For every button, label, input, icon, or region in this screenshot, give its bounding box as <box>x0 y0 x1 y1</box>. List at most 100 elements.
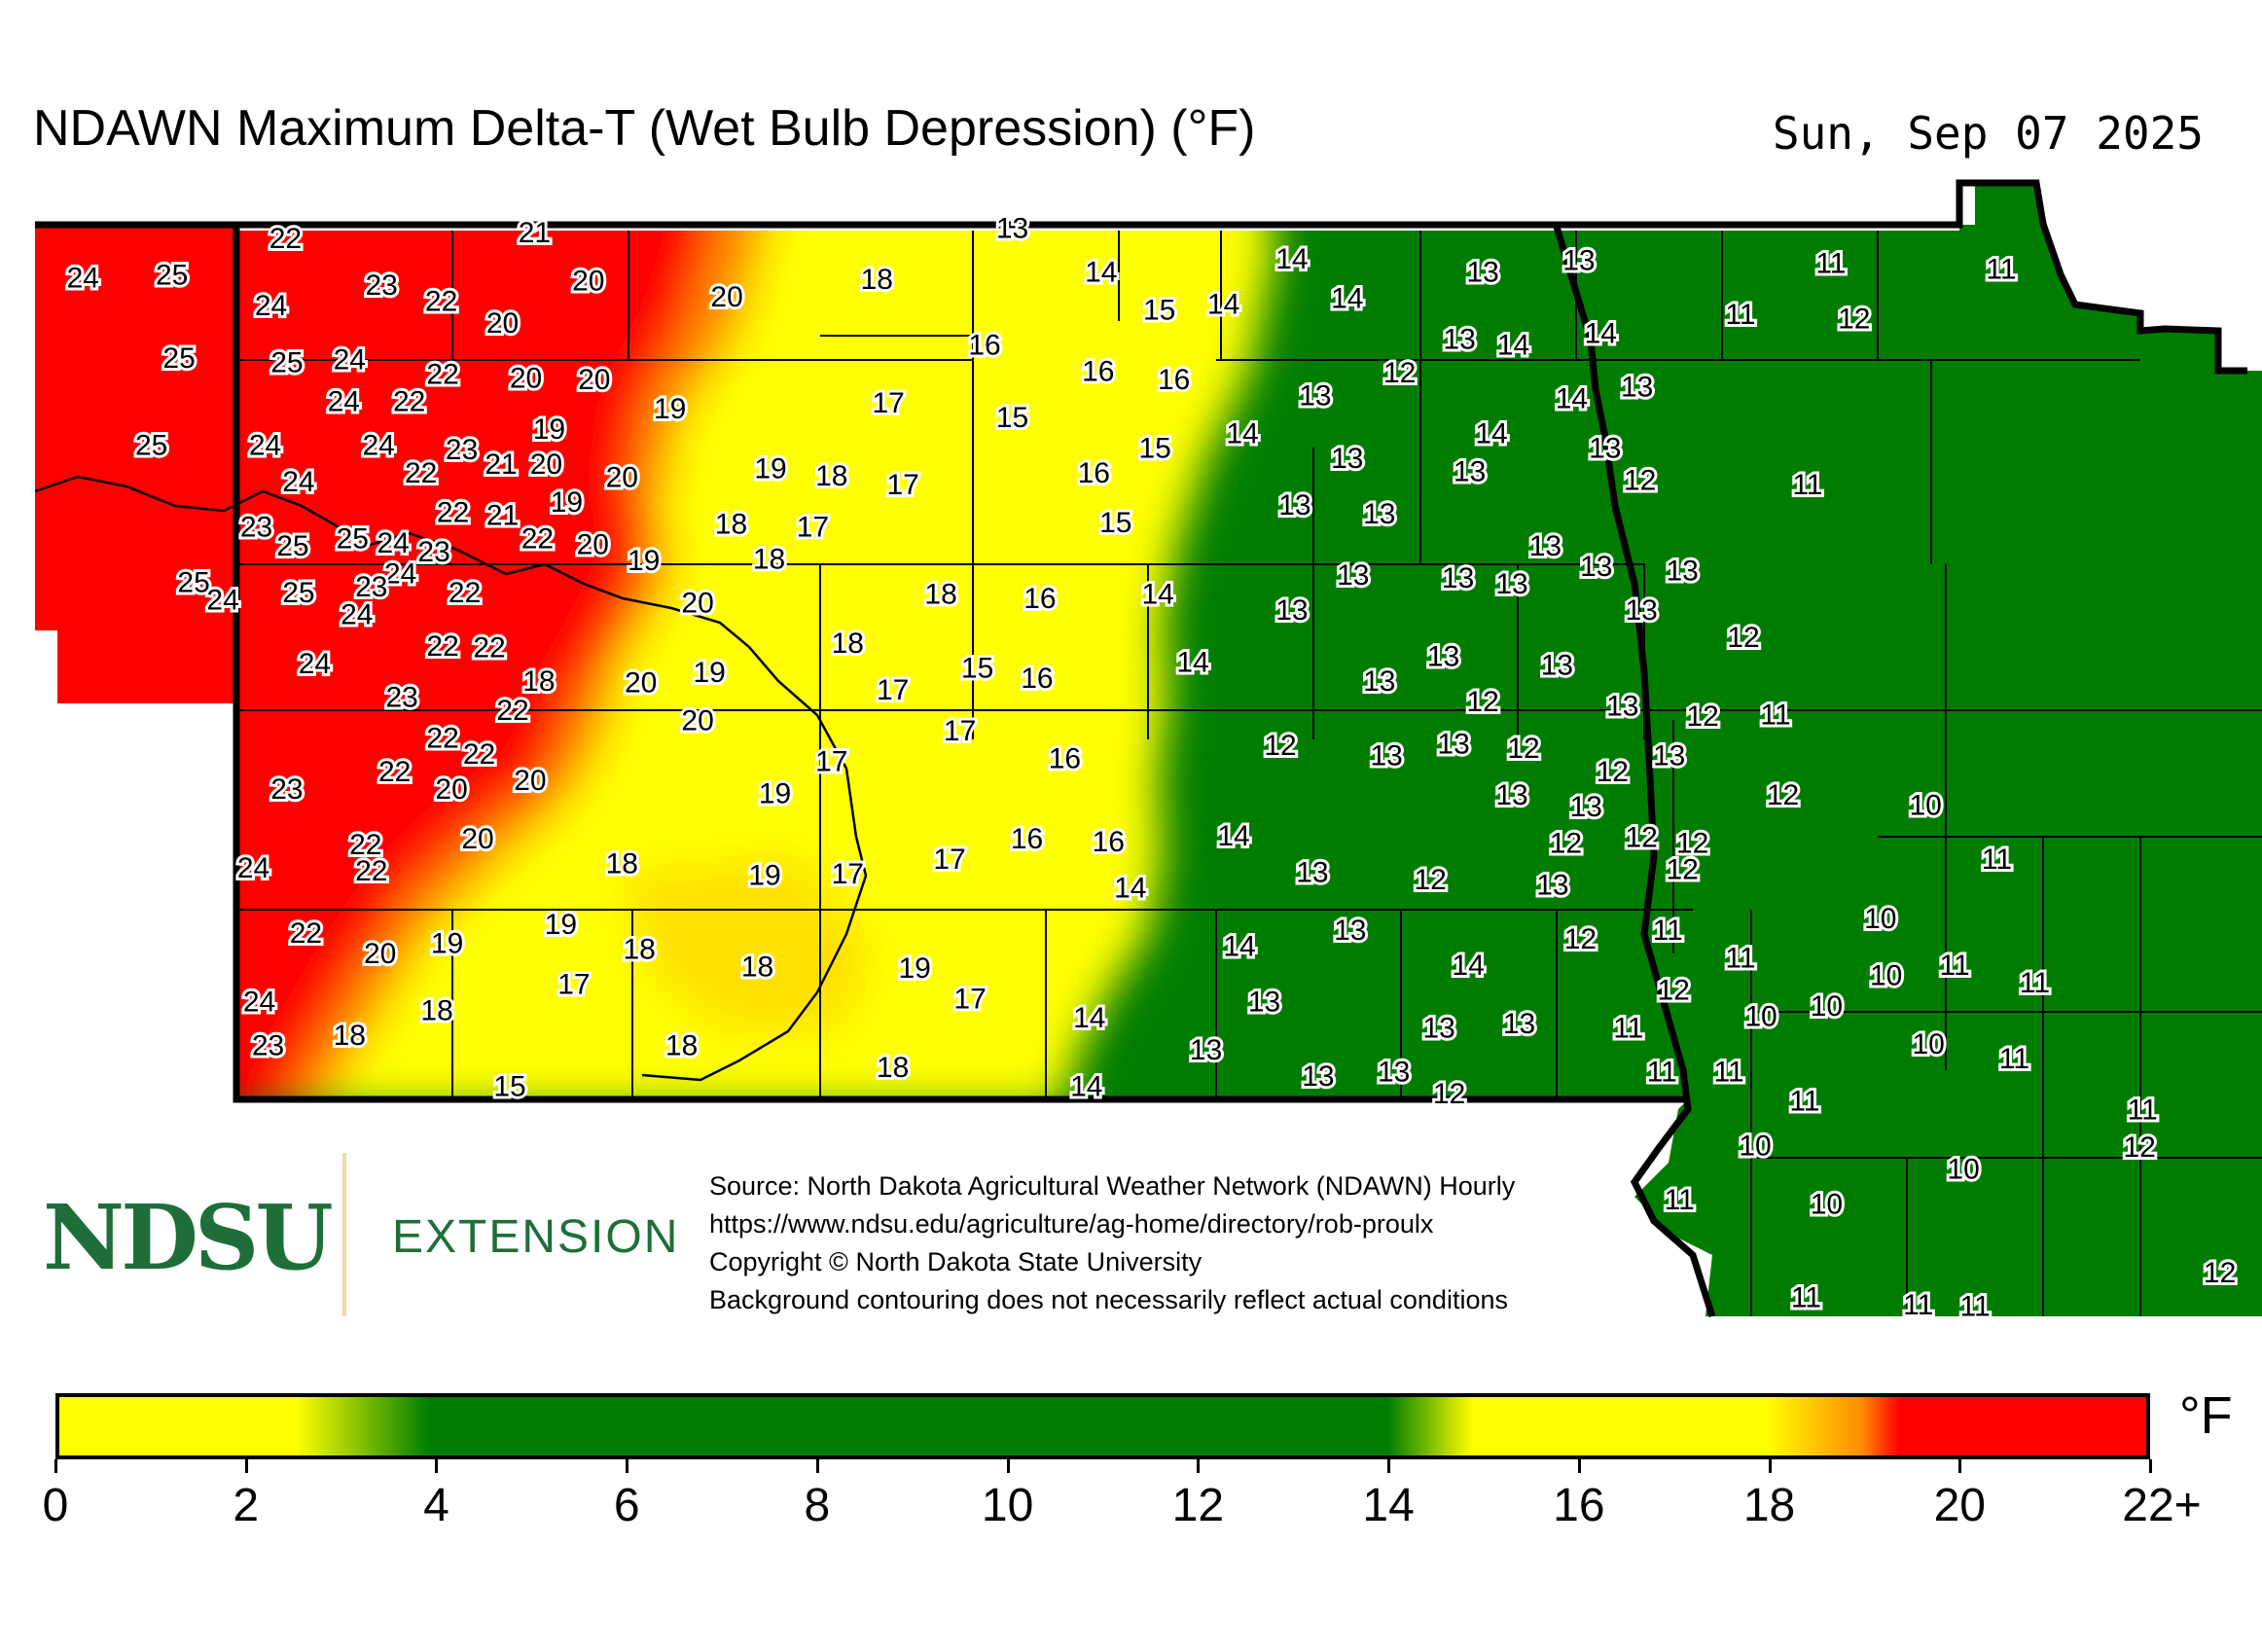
station-value: 10 <box>1811 990 1843 1023</box>
station-value: 11 <box>1653 915 1683 947</box>
station-value: 12 <box>1838 303 1870 335</box>
extension-logo: EXTENSION <box>392 1211 680 1263</box>
station-value: 18 <box>741 952 773 984</box>
station-value: 16 <box>1023 583 1056 615</box>
station-value: 13 <box>1495 779 1527 811</box>
station-value: 20 <box>710 281 742 313</box>
station-value: 10 <box>1870 960 1902 992</box>
station-value: 13 <box>1562 245 1595 277</box>
station-value: 23 <box>270 773 303 806</box>
station-value: 22 <box>449 577 481 609</box>
station-value: 12 <box>1550 827 1582 859</box>
station-value: 19 <box>551 486 583 519</box>
station-value: 24 <box>341 598 373 630</box>
station-value: 13 <box>1536 870 1568 902</box>
station-value: 19 <box>533 413 565 446</box>
station-value: 13 <box>1190 1034 1222 1066</box>
station-value: 20 <box>530 449 562 481</box>
color-scale-bar <box>55 1393 2150 1459</box>
station-value: 13 <box>1363 498 1395 530</box>
color-scale-tick <box>435 1459 439 1473</box>
station-value: 24 <box>328 386 360 418</box>
station-value: 20 <box>435 773 467 806</box>
station-value: 13 <box>1248 987 1280 1019</box>
station-value: 10 <box>1811 1189 1843 1221</box>
station-value: 12 <box>1264 730 1296 762</box>
color-scale-tick-label: 16 <box>1553 1480 1605 1531</box>
station-value: 20 <box>578 364 610 396</box>
station-value: 20 <box>606 462 638 494</box>
station-value: 18 <box>877 1052 909 1084</box>
color-scale-tick-label: 0 <box>42 1480 69 1531</box>
station-value: 13 <box>1442 562 1474 594</box>
station-value: 13 <box>1621 372 1653 404</box>
station-value: 13 <box>1337 559 1369 592</box>
station-value: 19 <box>431 928 463 960</box>
color-scale-tick <box>1958 1459 1962 1473</box>
station-value: 14 <box>1226 418 1258 450</box>
station-value: 23 <box>355 571 387 603</box>
station-value: 13 <box>1606 691 1638 723</box>
map-date: Sun, Sep 07 2025 <box>1772 107 2204 160</box>
station-value: 12 <box>1564 923 1597 955</box>
station-value: 18 <box>861 264 893 296</box>
station-value: 18 <box>624 934 656 966</box>
station-value: 22 <box>269 223 302 255</box>
station-value: 22 <box>521 522 554 555</box>
station-value: 11 <box>1815 248 1846 280</box>
station-value: 12 <box>1597 756 1629 788</box>
station-value: 10 <box>1864 903 1896 935</box>
color-scale-tick <box>1768 1459 1772 1473</box>
contour-background <box>35 183 2262 1316</box>
color-scale-unit: °F <box>2179 1386 2233 1445</box>
station-value: 14 <box>1073 1002 1105 1034</box>
source-notes: Source: North Dakota Agricultural Weathe… <box>709 1167 1515 1319</box>
station-value: 12 <box>1767 779 1799 811</box>
station-value: 24 <box>249 430 281 462</box>
station-value: 11 <box>1665 1184 1695 1216</box>
station-value: 14 <box>1070 1070 1102 1102</box>
station-value: 11 <box>1714 1056 1744 1088</box>
station-value: 12 <box>1727 622 1759 654</box>
station-value: 17 <box>832 858 864 890</box>
station-value: 12 <box>1686 700 1718 733</box>
station-value: 12 <box>2204 1257 2236 1289</box>
source-line: Source: North Dakota Agricultural Weathe… <box>709 1171 1516 1201</box>
station-value: 24 <box>363 430 395 462</box>
color-scale-tick <box>815 1459 819 1473</box>
station-value: 13 <box>1443 323 1475 355</box>
station-value: 13 <box>996 213 1028 245</box>
station-value: 11 <box>1647 1056 1677 1088</box>
station-value: 13 <box>1589 433 1621 465</box>
station-value: 10 <box>1913 1028 1945 1060</box>
station-value: 10 <box>1739 1131 1771 1163</box>
station-value: 13 <box>1495 568 1527 600</box>
station-value: 11 <box>1903 1289 1933 1321</box>
station-value: 19 <box>754 453 786 485</box>
station-value: 14 <box>1217 820 1249 852</box>
station-value: 22 <box>355 855 387 887</box>
station-value: 13 <box>1422 1013 1454 1045</box>
color-scale-tick-label: 8 <box>804 1480 831 1531</box>
station-value: 14 <box>1556 383 1588 415</box>
ndsu-logo: NDSU <box>43 1185 334 1290</box>
station-value: 15 <box>1099 507 1131 539</box>
station-value: 12 <box>2124 1131 2156 1164</box>
station-value: 17 <box>953 984 986 1016</box>
color-scale-tick-label: 20 <box>1933 1480 1986 1531</box>
station-value: 13 <box>1529 530 1562 562</box>
station-value: 11 <box>1982 844 2012 876</box>
color-scale-tick <box>54 1459 57 1473</box>
station-value: 10 <box>1910 789 1942 821</box>
station-value: 23 <box>252 1029 284 1061</box>
station-value: 22 <box>405 457 437 489</box>
color-scale-tick <box>1387 1459 1391 1473</box>
station-value: 14 <box>1207 288 1239 320</box>
station-value: 12 <box>1624 465 1656 497</box>
station-value: 14 <box>1475 418 1507 450</box>
station-value: 17 <box>815 746 847 778</box>
station-value: 18 <box>665 1029 698 1061</box>
station-value: 22 <box>473 632 505 664</box>
station-value: 12 <box>1507 733 1539 765</box>
